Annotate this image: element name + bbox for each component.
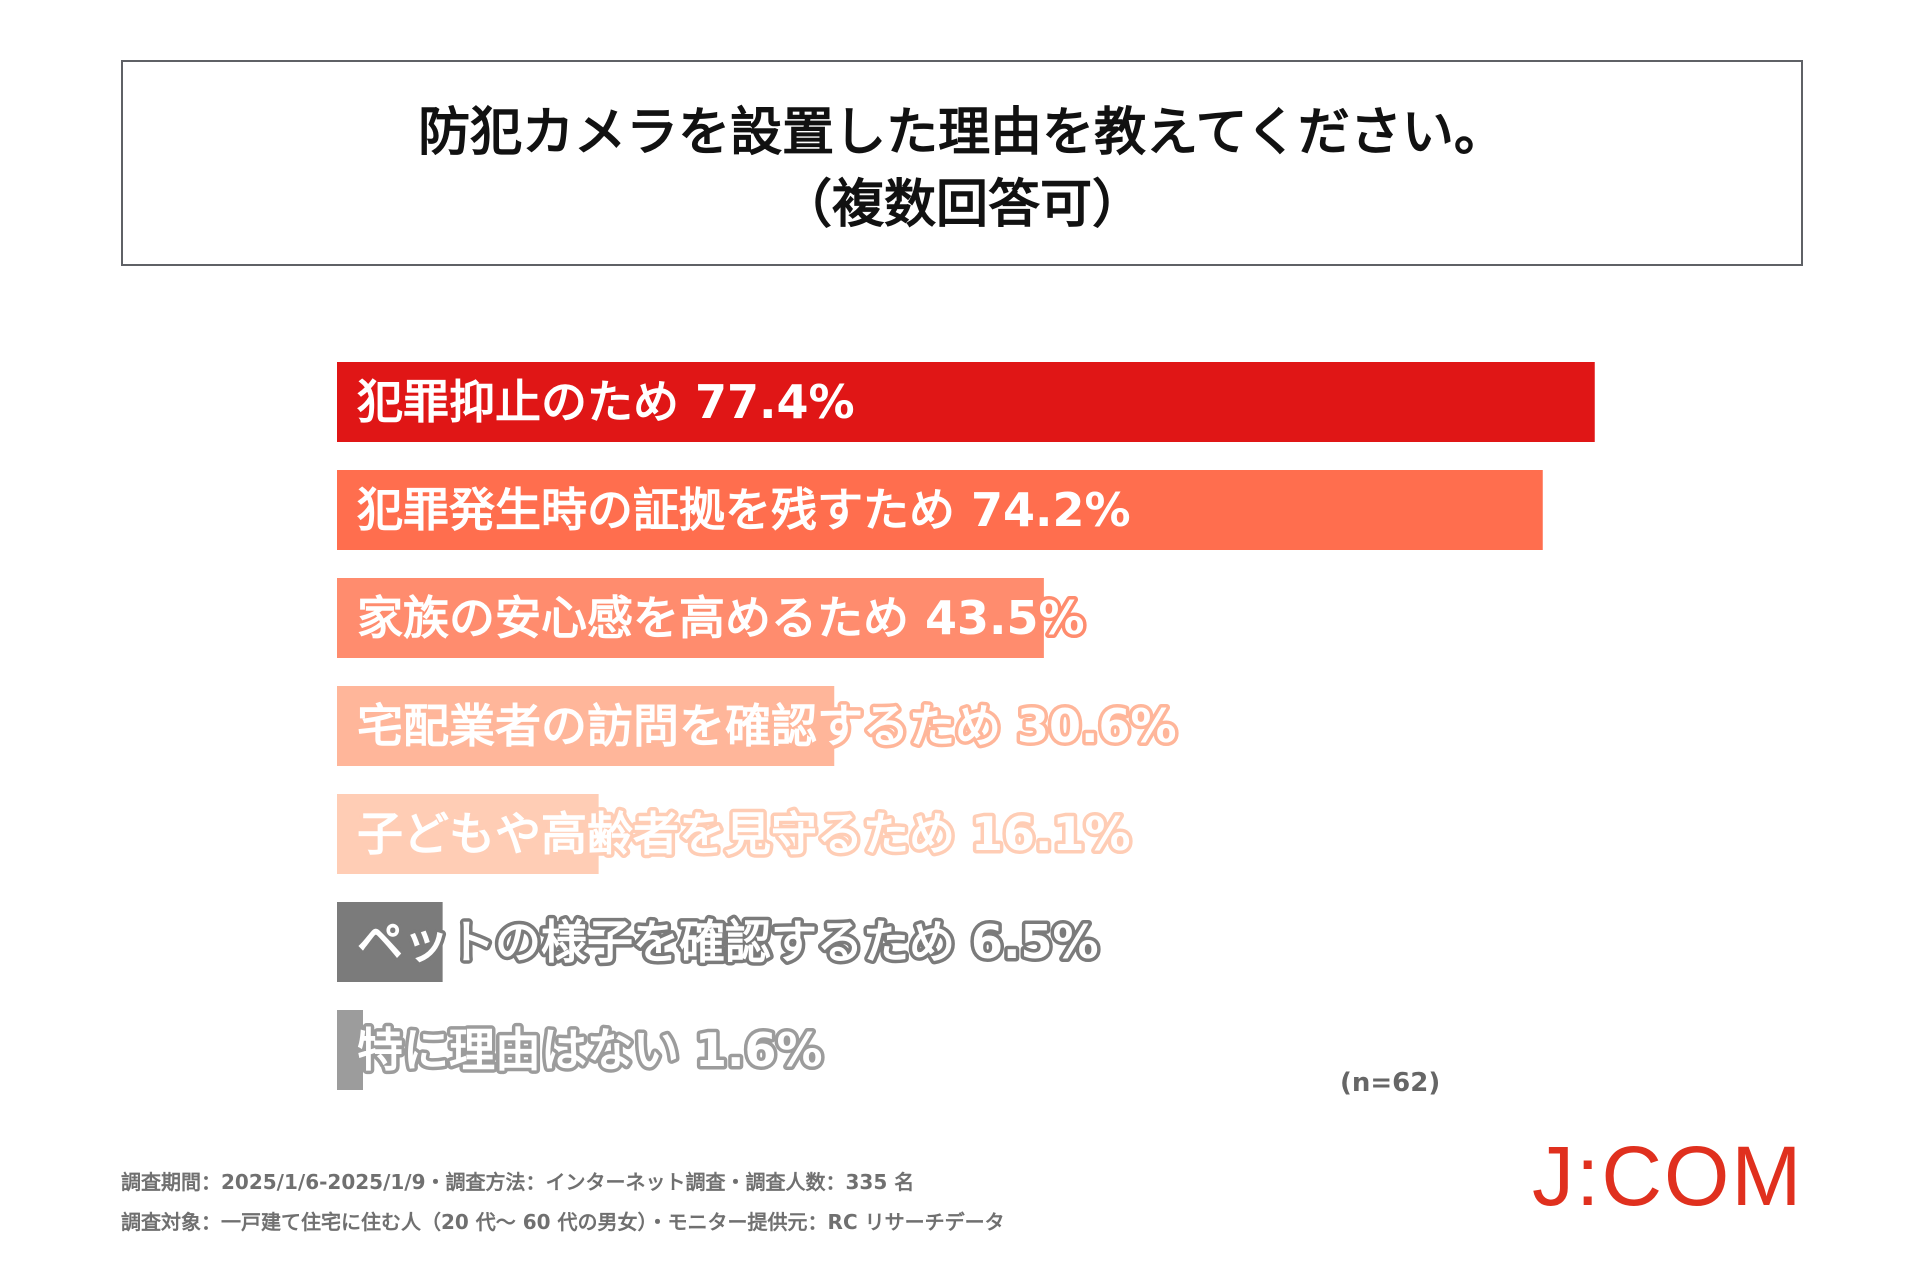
bar-5 — [337, 794, 599, 874]
bar-7 — [337, 1010, 363, 1090]
bar-label-7: 特に理由はない 1.6% — [357, 1023, 823, 1077]
chart-subtitle: （複数回答可） — [779, 175, 1144, 235]
bar-3 — [337, 578, 1044, 658]
bar-2 — [337, 470, 1543, 550]
bar-1 — [337, 362, 1595, 442]
bar-label-2: 犯罪発生時の証拠を残すため 74.2% — [357, 483, 1131, 537]
jcom-logo: J:COM — [1532, 1129, 1804, 1223]
title-box: 防犯カメラを設置した理由を教えてください。 （複数回答可） — [121, 60, 1803, 266]
bar-label-5: 子どもや高齢者を見守るため 16.1% — [357, 807, 1131, 861]
survey-target-footnote: 調査対象：一戸建て住宅に住む人（20 代～ 60 代の男女）・モニター提供元：R… — [121, 1210, 1005, 1234]
bar-4 — [337, 686, 835, 766]
survey-period-footnote: 調査期間：2025/1/6-2025/1/9・調査方法：インターネット調査・調査… — [121, 1170, 915, 1194]
sample-size-note: (n=62) — [1340, 1068, 1441, 1098]
bar-label-1: 犯罪抑止のため 77.4% — [357, 375, 855, 429]
bar-6 — [337, 902, 443, 982]
bar-label-3: 家族の安心感を高めるため 43.5% — [357, 591, 1085, 645]
chart-title: 防犯カメラを設置した理由を教えてください。 — [418, 103, 1506, 163]
bar-label-4: 宅配業者の訪問を確認するため 30.6% — [357, 699, 1177, 753]
bar-label-6: ペットの様子を確認するため 6.5% — [357, 915, 1099, 969]
